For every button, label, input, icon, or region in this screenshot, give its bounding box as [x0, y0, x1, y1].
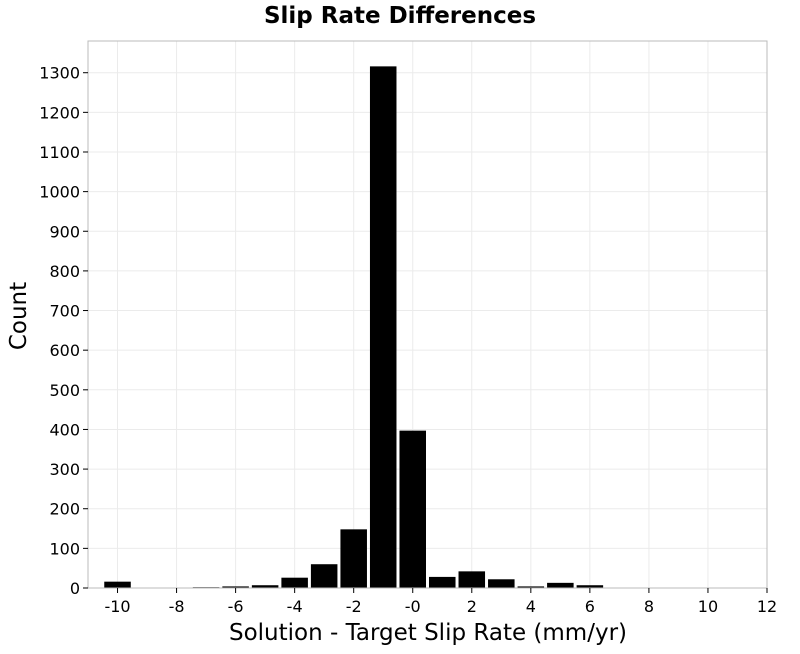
x-tick-label: -0: [405, 597, 421, 616]
histogram-bar: [310, 564, 338, 588]
x-tick-label: 12: [757, 597, 777, 616]
x-tick-label: -4: [287, 597, 303, 616]
y-tick-label: 600: [49, 341, 80, 360]
plot-area: [88, 41, 767, 588]
histogram-bar: [458, 571, 486, 588]
x-tick-label: -10: [104, 597, 130, 616]
histogram-bar: [222, 586, 249, 588]
histogram-bar: [547, 582, 574, 588]
x-tick-label: 2: [467, 597, 477, 616]
y-tick-label: 1200: [39, 103, 80, 122]
histogram-bar: [517, 586, 545, 588]
histogram-bar: [251, 585, 279, 588]
axis-ticks: -10 -8 -6 -4 -2 -0 2 4 6 8 10 12 0 100 200 300 400 500 600…: [39, 64, 777, 616]
y-tick-label: 800: [49, 262, 80, 281]
y-tick-label: 1000: [39, 183, 80, 202]
histogram-bar: [281, 577, 308, 588]
x-tick-label: -6: [228, 597, 244, 616]
bars: [104, 66, 604, 589]
x-tick-label: 4: [526, 597, 536, 616]
y-tick-label: 0: [70, 579, 80, 598]
x-tick-label: 8: [644, 597, 654, 616]
histogram-bar: [340, 529, 367, 588]
y-tick-label: 300: [49, 460, 80, 479]
x-axis-title: Solution - Target Slip Rate (mm/yr): [229, 620, 627, 646]
histogram-bar: [369, 66, 397, 589]
plot-frame: [87, 40, 768, 589]
y-tick-label: 1300: [39, 64, 80, 83]
y-tick-label: 1100: [39, 143, 80, 162]
x-tick-label: -8: [169, 597, 185, 616]
y-tick-label: 500: [49, 381, 80, 400]
y-tick-label: 900: [49, 222, 80, 241]
chart-title: Slip Rate Differences: [264, 3, 536, 29]
histogram-bar: [104, 581, 131, 588]
histogram-bar: [576, 585, 604, 588]
histogram-bar: [429, 576, 456, 588]
histogram-bar: [488, 579, 515, 588]
y-tick-label: 100: [49, 539, 80, 558]
y-tick-label: 700: [49, 302, 80, 321]
histogram-bar: [399, 430, 426, 588]
x-tick-label: 6: [585, 597, 595, 616]
y-tick-label: 200: [49, 500, 80, 519]
x-tick-label: 10: [698, 597, 718, 616]
y-tick-label: 400: [49, 420, 80, 439]
y-axis-title: Count: [6, 282, 32, 350]
x-tick-label: -2: [346, 597, 362, 616]
